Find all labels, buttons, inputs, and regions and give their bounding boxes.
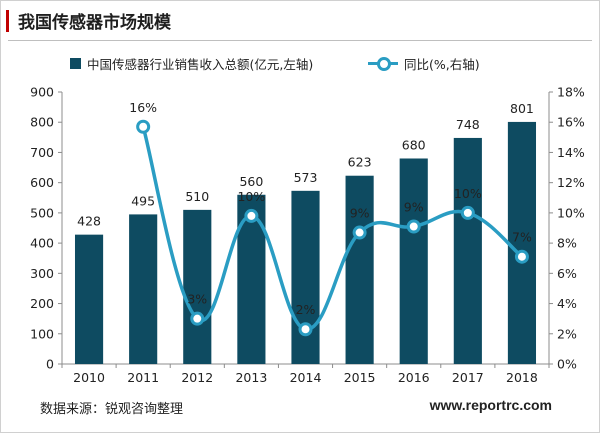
- left-axis-tick-label: 500: [30, 205, 54, 220]
- line-data-label: 9%: [404, 199, 424, 214]
- x-axis-tick-label: 2012: [181, 370, 213, 385]
- right-axis-tick-label: 18%: [557, 85, 585, 100]
- line-data-label: 9%: [350, 206, 370, 221]
- bar-data-label: 680: [402, 137, 426, 152]
- bar: [453, 137, 482, 364]
- bar-data-label: 623: [348, 155, 372, 170]
- bar: [345, 175, 374, 364]
- line-point: [514, 249, 529, 264]
- x-axis-tick-label: 2016: [398, 370, 430, 385]
- bar-data-label: 748: [456, 117, 480, 132]
- right-axis-tick-label: 4%: [557, 296, 577, 311]
- left-axis-tick-label: 900: [30, 85, 54, 100]
- right-axis-tick-label: 10%: [557, 205, 585, 220]
- line-point: [136, 119, 151, 134]
- legend-line-swatch: [368, 56, 398, 71]
- legend-bar-label: 中国传感器行业销售收入总额(亿元,左轴): [87, 56, 314, 72]
- bar: [183, 209, 212, 364]
- bar-data-label: 495: [131, 193, 155, 208]
- right-axis-tick-label: 14%: [557, 145, 585, 160]
- legend-line-label: 同比(%,右轴): [404, 56, 480, 72]
- title-accent-bar: [6, 10, 9, 32]
- legend-bar-swatch: [70, 57, 81, 69]
- bar-data-label: 510: [185, 189, 209, 204]
- line-data-label: 10%: [454, 186, 482, 201]
- right-axis-tick-label: 0%: [557, 357, 577, 372]
- right-axis-tick-label: 6%: [557, 266, 577, 281]
- left-axis-tick-label: 600: [30, 175, 54, 190]
- x-axis-tick-label: 2013: [235, 370, 267, 385]
- right-axis-tick-label: 2%: [557, 326, 577, 341]
- x-axis-tick-label: 2010: [73, 370, 105, 385]
- line-data-label: 2%: [296, 302, 316, 317]
- legend-item-line: 同比(%,右轴): [368, 52, 480, 74]
- bar: [291, 190, 320, 364]
- bar: [129, 214, 158, 364]
- left-axis-tick-label: 200: [30, 296, 54, 311]
- chart-legend: 中国传感器行业销售收入总额(亿元,左轴) 同比(%,右轴): [0, 52, 600, 74]
- bar-data-label: 573: [294, 170, 318, 185]
- line-point: [352, 225, 367, 240]
- website-label: www.reportrc.com: [429, 397, 552, 413]
- bar-data-label: 801: [510, 101, 534, 116]
- right-axis-tick-label: 16%: [557, 115, 585, 130]
- x-axis-tick-label: 2018: [506, 370, 538, 385]
- bar: [399, 158, 428, 364]
- page-title: 我国传感器市场规模: [18, 13, 171, 33]
- source-note: 数据来源：锐观咨询整理: [40, 402, 184, 417]
- line-point: [460, 205, 475, 220]
- bar: [507, 121, 537, 364]
- x-axis-tick-label: 2017: [452, 370, 484, 385]
- bar-data-label: 560: [239, 174, 263, 189]
- x-axis-tick-label: 2015: [344, 370, 376, 385]
- x-axis-tick-label: 2011: [127, 370, 159, 385]
- left-axis-tick-label: 800: [30, 115, 54, 130]
- line-data-label: 7%: [512, 230, 532, 245]
- legend-item-bar: 中国传感器行业销售收入总额(亿元,左轴): [70, 52, 313, 74]
- line-point: [244, 208, 259, 223]
- left-axis-tick-label: 100: [30, 326, 54, 341]
- left-axis-tick-label: 700: [30, 145, 54, 160]
- bar: [74, 234, 104, 364]
- line-data-label: 10%: [237, 189, 265, 204]
- line-data-label: 16%: [129, 100, 157, 115]
- line-point: [298, 322, 313, 337]
- x-axis-tick-label: 2014: [290, 370, 322, 385]
- line-point: [406, 219, 421, 234]
- bar-data-label: 428: [77, 214, 101, 229]
- line-point: [190, 311, 205, 326]
- title-divider: [8, 40, 592, 41]
- right-axis-tick-label: 12%: [557, 175, 585, 190]
- right-axis-tick-label: 8%: [557, 236, 577, 251]
- line-data-label: 3%: [187, 292, 207, 307]
- left-axis-tick-label: 400: [30, 236, 54, 251]
- left-axis-tick-label: 300: [30, 266, 54, 281]
- left-axis-tick-label: 0: [46, 357, 54, 372]
